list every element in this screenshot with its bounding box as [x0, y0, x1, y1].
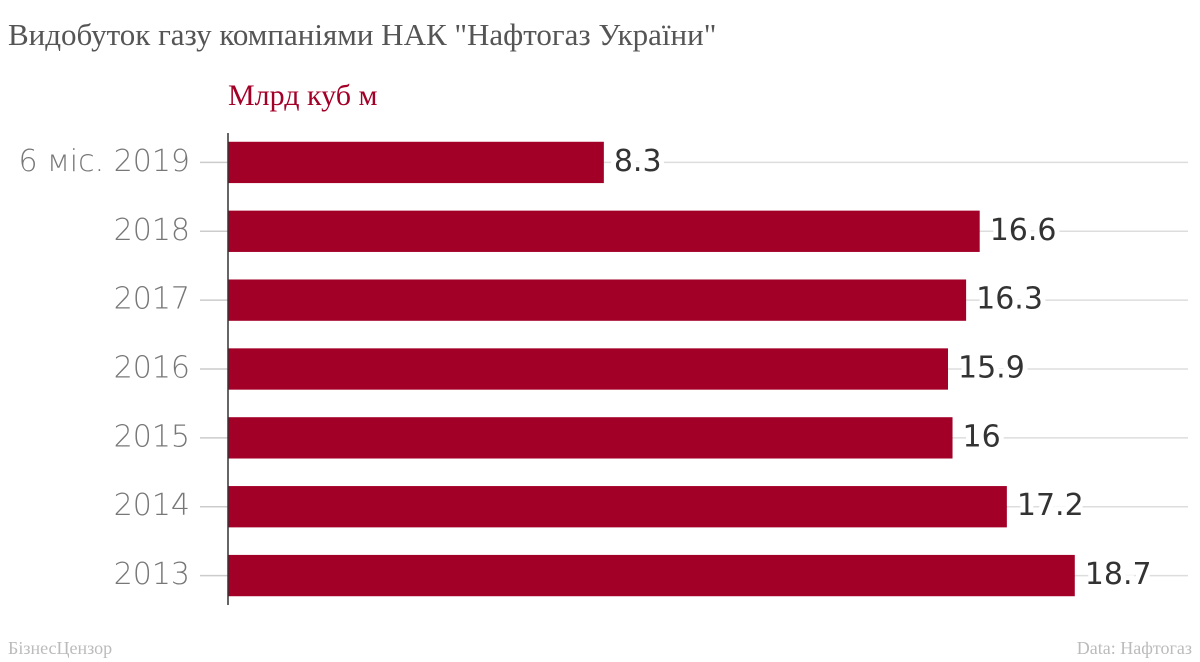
data-label: 18.7	[1085, 557, 1152, 592]
data-label: 16.6	[990, 213, 1057, 248]
chart-title: Видобуток газу компаніями НАК "Нафтогаз …	[8, 17, 716, 52]
data-label: 16	[963, 419, 1001, 454]
bar	[228, 210, 980, 252]
data-label: 15.9	[958, 351, 1025, 386]
y-tick-label: 2018	[114, 213, 190, 248]
y-tick-label: 6 міс. 2019	[18, 144, 190, 179]
y-tick-label: 2015	[114, 419, 190, 454]
y-tick-label: 2014	[114, 488, 190, 523]
data-label: 16.3	[976, 282, 1043, 317]
bar	[228, 417, 953, 459]
bar	[228, 348, 948, 390]
chart-subtitle: Млрд куб м	[228, 79, 378, 112]
y-tick-label: 2013	[114, 557, 190, 592]
credit: БізнесЦензор	[8, 638, 112, 658]
source: Data: Нафтогаз	[1077, 638, 1192, 658]
bar	[228, 279, 967, 321]
bar	[228, 554, 1075, 597]
data-label: 8.3	[614, 144, 662, 179]
bar	[228, 141, 604, 184]
y-tick-label: 2017	[114, 282, 190, 317]
bar	[228, 486, 1007, 528]
data-label: 17.2	[1017, 488, 1084, 523]
y-tick-label: 2016	[114, 351, 190, 386]
